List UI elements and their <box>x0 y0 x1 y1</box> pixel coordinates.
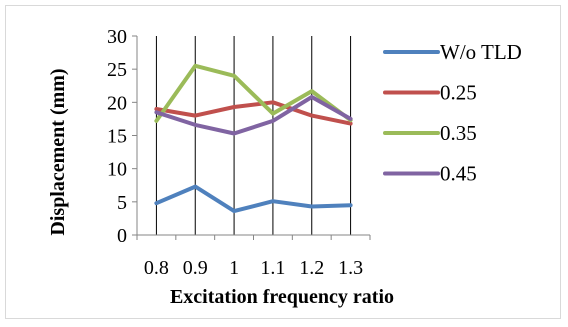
x-tick-labels: 0.8 0.9 1 1.1 1.2 1.3 <box>144 257 363 279</box>
y-tick-label-0: 0 <box>117 225 127 247</box>
x-tick-label-1.3: 1.3 <box>338 257 363 279</box>
series-line-1 <box>154 184 353 214</box>
y-axis-label: Displacement (mm) <box>47 68 69 235</box>
y-tick-label-10: 10 <box>107 159 127 181</box>
series-line-2 <box>154 100 353 126</box>
legend: W/o TLD 0.25 0.35 0.45 <box>383 40 522 186</box>
legend-label-2: 0.25 <box>440 81 477 105</box>
x-axis-label: Excitation frequency ratio <box>170 286 394 308</box>
chart-border <box>5 5 561 319</box>
legend-label-4: 0.45 <box>440 162 477 186</box>
y-tick-label-15: 15 <box>107 126 127 148</box>
y-tick-labels: 0 5 10 15 20 25 30 <box>107 26 127 247</box>
y-tick-label-5: 5 <box>117 192 127 214</box>
y-tick-label-20: 20 <box>107 92 127 114</box>
legend-label-3: 0.35 <box>440 121 477 145</box>
series-line-4 <box>154 95 353 136</box>
x-tick-label-0.9: 0.9 <box>183 257 208 279</box>
x-tick-label-0.8: 0.8 <box>144 257 169 279</box>
x-tick-label-1.1: 1.1 <box>260 257 285 279</box>
series-line-3 <box>154 63 353 123</box>
x-tick-label-1: 1 <box>229 257 239 279</box>
legend-label-1: W/o TLD <box>440 40 522 64</box>
series-lines <box>154 63 353 214</box>
y-tick-label-30: 30 <box>107 26 127 48</box>
axes <box>132 35 371 240</box>
x-tick-label-1.2: 1.2 <box>299 257 324 279</box>
y-tick-label-25: 25 <box>107 59 127 81</box>
